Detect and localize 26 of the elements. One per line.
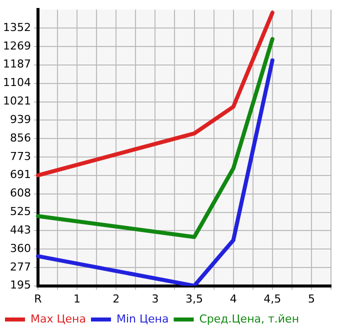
y-tick-label: 1104 <box>2 76 31 90</box>
x-tick-label: 4 <box>230 292 237 306</box>
y-tick-label: 1187 <box>2 58 31 71</box>
x-tick-label: 5 <box>308 292 315 306</box>
y-tick-label: 856 <box>10 131 31 144</box>
legend-label: Min Цена <box>116 312 169 326</box>
legend-label: Сред.Цена, т.йен <box>199 312 300 326</box>
y-tick-label: 1021 <box>2 94 31 108</box>
x-tick-label: 3,5 <box>186 292 204 306</box>
y-tick-label: 195 <box>10 278 31 292</box>
x-tick-label: 2 <box>112 292 120 306</box>
y-tick-label: 608 <box>10 186 31 200</box>
y-tick-label: 1269 <box>2 39 31 52</box>
x-tick-label: 1 <box>74 292 81 306</box>
y-tick-label: 443 <box>10 223 31 236</box>
y-tick-label: 277 <box>10 260 31 274</box>
y-tick-label: 773 <box>10 150 31 163</box>
legend-label: Max Цена <box>30 312 86 326</box>
x-tick-label: 4,5 <box>264 292 282 306</box>
x-tick-label: R <box>34 292 42 306</box>
y-tick-label: 691 <box>10 168 31 182</box>
y-tick-label: 360 <box>10 242 31 255</box>
x-tick-label: 3 <box>152 292 159 306</box>
y-tick-label: 525 <box>10 205 31 218</box>
y-tick-label: 939 <box>10 112 31 126</box>
y-tick-label: 1352 <box>2 20 31 34</box>
